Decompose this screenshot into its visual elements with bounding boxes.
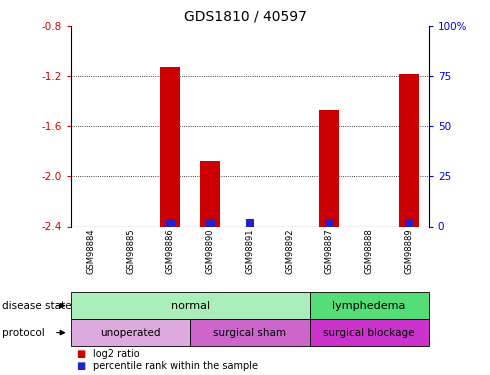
Text: GSM98885: GSM98885: [126, 228, 135, 274]
Text: surgical blockage: surgical blockage: [323, 328, 415, 338]
Text: log2 ratio: log2 ratio: [93, 349, 140, 359]
Text: unoperated: unoperated: [100, 328, 161, 338]
Bar: [166, 219, 175, 226]
Text: GSM98889: GSM98889: [404, 228, 414, 274]
Bar: [71, 319, 190, 346]
Bar: [160, 67, 180, 226]
Text: lymphedema: lymphedema: [332, 301, 406, 310]
Bar: [71, 292, 310, 319]
Text: GSM98891: GSM98891: [245, 228, 254, 274]
Bar: [325, 219, 334, 226]
Bar: [399, 74, 419, 226]
Bar: [405, 219, 413, 226]
Text: GSM98884: GSM98884: [86, 228, 96, 274]
Text: percentile rank within the sample: percentile rank within the sample: [93, 362, 258, 371]
Bar: [310, 319, 429, 346]
Text: GDS1810 / 40597: GDS1810 / 40597: [184, 9, 306, 23]
Bar: [245, 219, 254, 226]
Text: ■: ■: [76, 349, 85, 359]
Text: disease state: disease state: [2, 301, 72, 310]
Bar: [190, 319, 310, 346]
Text: GSM98886: GSM98886: [166, 228, 175, 274]
Text: GSM98890: GSM98890: [206, 228, 215, 274]
Bar: [206, 219, 215, 226]
Text: ■: ■: [76, 362, 85, 371]
Text: GSM98888: GSM98888: [365, 228, 374, 274]
Bar: [310, 292, 429, 319]
Text: normal: normal: [171, 301, 210, 310]
Bar: [319, 110, 339, 226]
Text: protocol: protocol: [2, 328, 45, 338]
Text: surgical sham: surgical sham: [214, 328, 286, 338]
Text: GSM98887: GSM98887: [325, 228, 334, 274]
Text: GSM98892: GSM98892: [285, 228, 294, 274]
Bar: [200, 161, 220, 226]
